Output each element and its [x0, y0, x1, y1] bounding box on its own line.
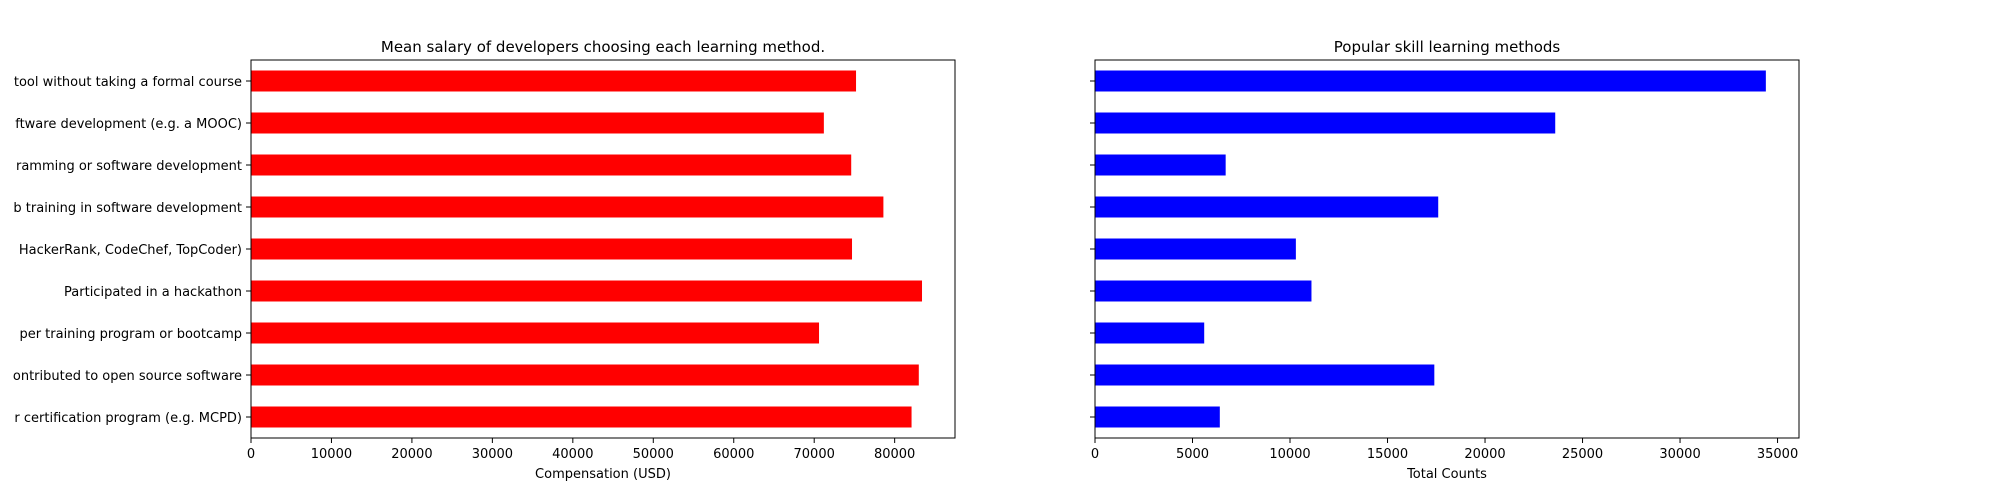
salary-chart-bar [251, 196, 884, 218]
salary-chart-category-labels: tool without taking a formal course ftwar… [13, 75, 242, 426]
salary-chart-xtick-label: 40000 [552, 447, 593, 462]
counts-chart-xlabel: Total Counts [1406, 467, 1487, 482]
counts-chart-bar [1095, 154, 1226, 176]
salary-chart-category-label: b training in software development [13, 201, 242, 216]
salary-chart-category-label: ramming or software development [16, 159, 242, 174]
salary-chart-bars [251, 70, 923, 428]
salary-chart-bar [251, 154, 852, 176]
counts-chart-bar [1095, 238, 1296, 260]
salary-chart-title: Mean salary of developers choosing each … [381, 38, 825, 56]
counts-chart-bar [1095, 322, 1205, 344]
counts-chart-xtick-label: 10000 [1269, 447, 1310, 462]
counts-chart-xtick-label: 5000 [1176, 447, 1209, 462]
salary-chart-category-label: HackerRank, CodeChef, TopCoder) [19, 243, 242, 258]
counts-chart-bar [1095, 406, 1220, 428]
salary-chart-xtick-label: 20000 [391, 447, 432, 462]
salary-chart-bar [251, 238, 853, 260]
salary-chart-xtick-label: 60000 [713, 447, 754, 462]
salary-chart-bar [251, 280, 923, 302]
salary-chart-xlabel: Compensation (USD) [535, 467, 671, 482]
counts-chart-bar [1095, 70, 1766, 92]
counts-chart-xtick-label: 35000 [1757, 447, 1798, 462]
salary-chart-frame [250, 59, 956, 439]
counts-chart-bar [1095, 112, 1556, 134]
counts-chart-bar [1095, 364, 1435, 386]
salary-chart-bar [251, 406, 912, 428]
salary-chart-xtick-label: 0 [247, 447, 255, 462]
salary-chart-category-label: per training program or bootcamp [19, 327, 242, 342]
salary-chart-category-label: r certification program (e.g. MCPD) [14, 411, 242, 426]
salary-chart-xtick-label: 30000 [472, 447, 513, 462]
salary-chart-xtick-label: 80000 [874, 447, 915, 462]
salary-chart-bar [251, 322, 820, 344]
salary-chart-bar [251, 112, 824, 134]
salary-chart-category-label: tool without taking a formal course [14, 75, 242, 90]
counts-chart: Popular skill learning methods Total Cou… [1090, 38, 1800, 482]
salary-chart-category-label: Participated in a hackathon [64, 285, 242, 300]
salary-chart-xtick-label: 10000 [311, 447, 352, 462]
salary-chart-bar [251, 70, 857, 92]
counts-chart-frame [1094, 59, 1800, 439]
counts-chart-xtick-label: 25000 [1562, 447, 1603, 462]
salary-chart-bar [251, 364, 919, 386]
counts-chart-ticks: 0 5000 10000 15000 20000 25000 30000 35000 [1090, 80, 1798, 462]
counts-chart-xtick-label: 15000 [1367, 447, 1408, 462]
counts-chart-xtick-label: 20000 [1464, 447, 1505, 462]
counts-chart-bar [1095, 280, 1312, 302]
salary-chart-category-label: ftware development (e.g. a MOOC) [15, 117, 242, 132]
salary-chart-ticks: 0 10000 20000 30000 40000 50000 60000 70000 8000… [246, 80, 915, 462]
counts-chart-bars [1095, 70, 1766, 428]
salary-chart-xtick-label: 50000 [633, 447, 674, 462]
counts-chart-xtick-label: 0 [1091, 447, 1099, 462]
counts-chart-xtick-label: 30000 [1659, 447, 1700, 462]
counts-chart-title: Popular skill learning methods [1334, 38, 1561, 56]
salary-chart-xtick-label: 70000 [794, 447, 835, 462]
salary-chart-category-label: ontributed to open source software [13, 369, 242, 384]
salary-chart: Mean salary of developers choosing each … [13, 38, 956, 482]
counts-chart-bar [1095, 196, 1439, 218]
